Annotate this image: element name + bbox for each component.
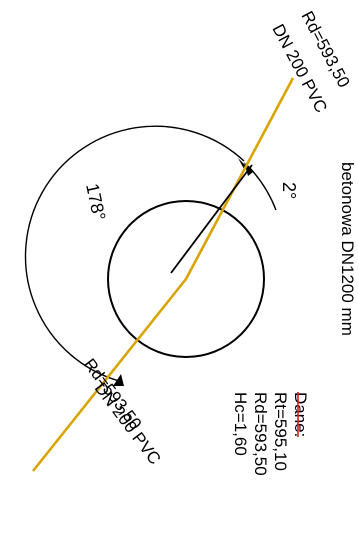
manhole-circle <box>107 200 265 358</box>
dane-hc: Hc=1,60 <box>231 392 250 456</box>
angle-arc-large <box>24 125 245 382</box>
pipe-axis-stub <box>170 164 253 274</box>
pipe-bottom-line <box>31 278 188 472</box>
arc-arrowhead-bottom <box>113 374 124 386</box>
dane-rd: Rd=593,50 <box>251 392 270 476</box>
pipe-top-line <box>184 77 295 280</box>
pipe-bottom-elevation: Rd=593,50 <box>80 355 146 433</box>
well-description: betonowa DN1200 mm <box>338 162 357 336</box>
dane-title: Dane: <box>291 392 310 437</box>
angle-small-label: 2° <box>279 182 299 199</box>
dane-rt: Rt=595,10 <box>271 392 290 471</box>
angle-large-label: 178° <box>82 182 109 223</box>
